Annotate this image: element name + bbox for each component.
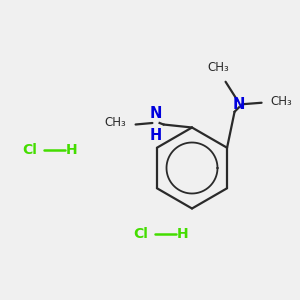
Text: N: N (150, 106, 162, 122)
Text: Cl: Cl (22, 143, 38, 157)
Text: H: H (66, 143, 78, 157)
Text: Cl: Cl (134, 227, 148, 241)
Text: CH₃: CH₃ (271, 95, 292, 108)
Text: CH₃: CH₃ (207, 61, 229, 74)
Text: H: H (150, 128, 162, 142)
Text: N: N (233, 97, 245, 112)
Text: H: H (177, 227, 189, 241)
Text: CH₃: CH₃ (104, 116, 126, 130)
